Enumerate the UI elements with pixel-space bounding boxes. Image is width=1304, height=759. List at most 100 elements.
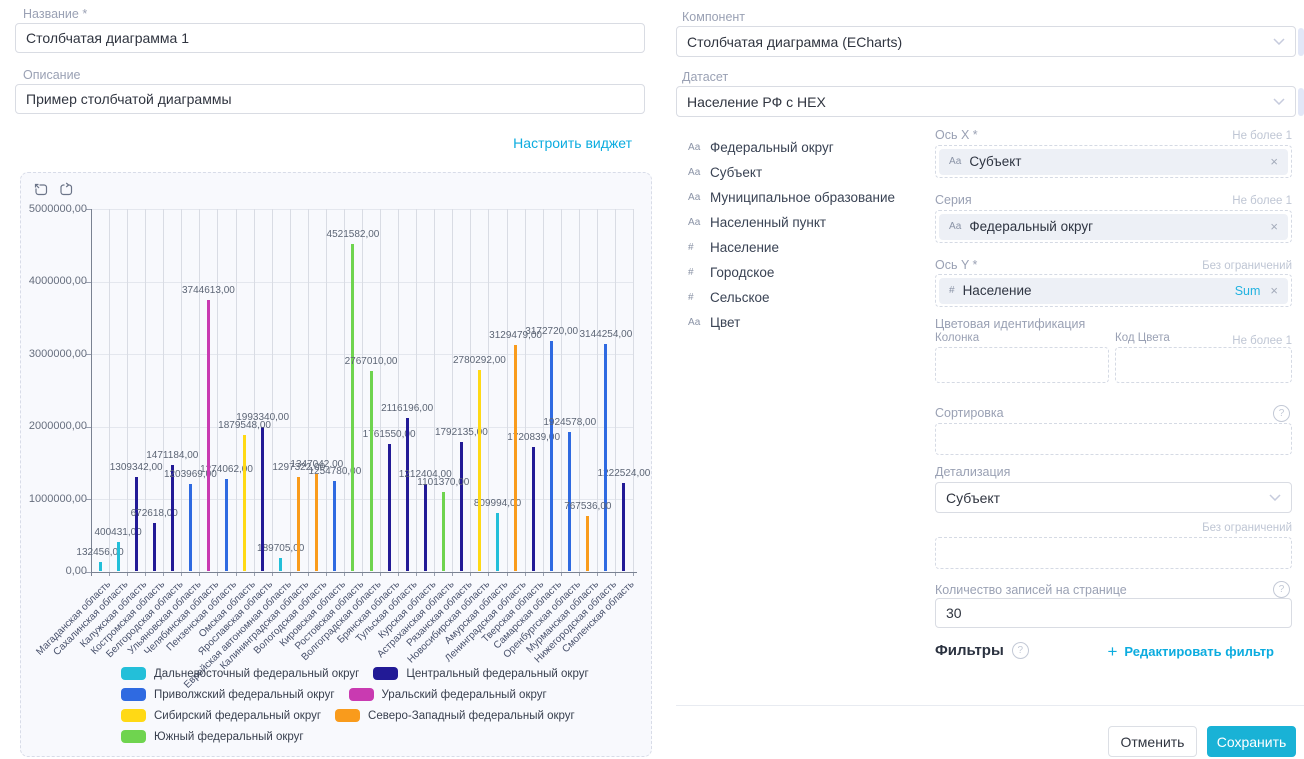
text-type-icon: Аа: [688, 317, 710, 328]
legend-item[interactable]: Приволжский федеральный округ: [121, 688, 335, 701]
series-dropzone[interactable]: Аа Федеральный округ ×: [935, 210, 1292, 243]
bar[interactable]: [225, 479, 228, 571]
component-select[interactable]: Столбчатая диаграмма (ECharts): [676, 26, 1296, 57]
bar[interactable]: [460, 442, 463, 572]
name-label: Название *: [23, 7, 87, 21]
series-label: Серия: [935, 193, 972, 207]
bar[interactable]: [171, 465, 174, 572]
legend-label: Уральский федеральный округ: [382, 689, 547, 701]
number-type-icon: #: [688, 267, 710, 278]
bar[interactable]: [351, 244, 354, 572]
bar[interactable]: [586, 516, 589, 572]
dataset-field[interactable]: #Сельское: [688, 285, 928, 310]
bar[interactable]: [388, 444, 391, 572]
bar[interactable]: [207, 300, 210, 571]
remove-icon[interactable]: ×: [1270, 219, 1278, 234]
bar[interactable]: [243, 435, 246, 571]
number-type-icon: #: [949, 285, 955, 296]
axis-x-dropzone[interactable]: Аа Субъект ×: [935, 145, 1292, 178]
bar[interactable]: [370, 371, 373, 572]
text-type-icon: Аа: [688, 142, 710, 153]
bar[interactable]: [622, 483, 625, 572]
color-code-dropzone[interactable]: [1115, 347, 1292, 383]
component-select-value: Столбчатая диаграмма (ECharts): [687, 34, 902, 50]
bar[interactable]: [333, 481, 336, 572]
bar[interactable]: [297, 477, 300, 571]
plus-icon: +: [1107, 645, 1117, 658]
help-icon[interactable]: ?: [1273, 405, 1290, 422]
bar-value-label: 2767010,00: [345, 356, 398, 367]
aggregation-selector[interactable]: Sum: [1235, 284, 1261, 298]
page-size-input[interactable]: [935, 598, 1292, 628]
sorting-dropzone[interactable]: [935, 423, 1292, 455]
dataset-field[interactable]: АаФедеральный округ: [688, 135, 928, 160]
legend-item[interactable]: Центральный федеральный округ: [373, 667, 588, 680]
restore-icon[interactable]: [58, 182, 74, 203]
bar[interactable]: [514, 345, 517, 572]
series-chip[interactable]: Аа Федеральный округ ×: [939, 214, 1288, 240]
bar-value-label: 1879548,00: [218, 420, 271, 431]
text-type-icon: Аа: [949, 156, 961, 167]
legend-item[interactable]: Сибирский федеральный округ: [121, 709, 321, 722]
dataset-field[interactable]: АаСубъект: [688, 160, 928, 185]
zoom-select-icon[interactable]: [33, 182, 49, 203]
legend-swatch: [121, 709, 146, 722]
bar[interactable]: [279, 558, 282, 572]
help-icon[interactable]: ?: [1012, 642, 1029, 659]
text-type-icon: Аа: [688, 167, 710, 178]
legend-item[interactable]: Южный федеральный округ: [121, 730, 304, 743]
description-input[interactable]: [15, 84, 645, 114]
chevron-down-icon: [1273, 98, 1285, 105]
bar[interactable]: [261, 427, 264, 572]
cancel-button[interactable]: Отменить: [1108, 726, 1197, 757]
legend-item[interactable]: Северо-Западный федеральный округ: [335, 709, 575, 722]
dataset-field[interactable]: АаЦвет: [688, 310, 928, 335]
bar[interactable]: [117, 542, 120, 571]
bar[interactable]: [424, 484, 427, 572]
color-column-dropzone[interactable]: [935, 347, 1109, 383]
chart-legend[interactable]: Дальневосточный федеральный округ Централ…: [121, 667, 621, 743]
bar[interactable]: [496, 513, 499, 572]
page-size-label: Количество записей на странице: [935, 583, 1127, 597]
name-input[interactable]: [15, 23, 645, 53]
dataset-field[interactable]: АаНаселенный пункт: [688, 210, 928, 235]
detail-select[interactable]: Субъект: [935, 482, 1292, 513]
scrollbar-thumb[interactable]: [1298, 88, 1304, 116]
detail-label: Детализация: [935, 465, 1010, 479]
remove-icon[interactable]: ×: [1270, 283, 1278, 298]
bar-value-label: 3144254,00: [579, 329, 632, 340]
axis-x-chip[interactable]: Аа Субъект ×: [939, 149, 1288, 175]
text-type-icon: Аа: [688, 192, 710, 203]
bar[interactable]: [532, 447, 535, 572]
detail-dropzone[interactable]: [935, 537, 1292, 569]
bar[interactable]: [478, 370, 481, 572]
bar-value-label: 1924578,00: [543, 417, 596, 428]
dataset-field[interactable]: #Население: [688, 235, 928, 260]
edit-filter-link[interactable]: + Редактировать фильтр: [1107, 644, 1274, 659]
dataset-field[interactable]: АаМуниципальное образование: [688, 185, 928, 210]
axis-y-dropzone[interactable]: # Население Sum ×: [935, 274, 1292, 307]
help-icon[interactable]: ?: [1273, 581, 1290, 598]
bar[interactable]: [189, 484, 192, 571]
legend-item[interactable]: Дальневосточный федеральный округ: [121, 667, 359, 680]
bar[interactable]: [604, 344, 607, 572]
axis-x-chip-label: Субъект: [969, 154, 1021, 169]
remove-icon[interactable]: ×: [1270, 154, 1278, 169]
bar[interactable]: [550, 341, 553, 571]
chart-preview-panel[interactable]: 132456,00400431,001309342,00672618,00147…: [20, 172, 652, 757]
configure-widget-link[interactable]: Настроить виджет: [513, 135, 632, 151]
bar[interactable]: [99, 562, 102, 572]
bar[interactable]: [153, 523, 156, 572]
bar-value-label: 3744613,00: [182, 285, 235, 296]
scrollbar-thumb[interactable]: [1298, 28, 1304, 56]
legend-item[interactable]: Уральский федеральный округ: [349, 688, 547, 701]
bar[interactable]: [406, 418, 409, 571]
bar[interactable]: [442, 492, 445, 572]
dataset-select[interactable]: Население РФ с HEX: [676, 86, 1296, 117]
bar[interactable]: [135, 477, 138, 572]
bar[interactable]: [315, 474, 318, 572]
legend-label: Северо-Западный федеральный округ: [368, 710, 575, 722]
save-button[interactable]: Сохранить: [1207, 726, 1296, 757]
axis-y-chip[interactable]: # Население Sum ×: [939, 278, 1288, 304]
dataset-field[interactable]: #Городское: [688, 260, 928, 285]
